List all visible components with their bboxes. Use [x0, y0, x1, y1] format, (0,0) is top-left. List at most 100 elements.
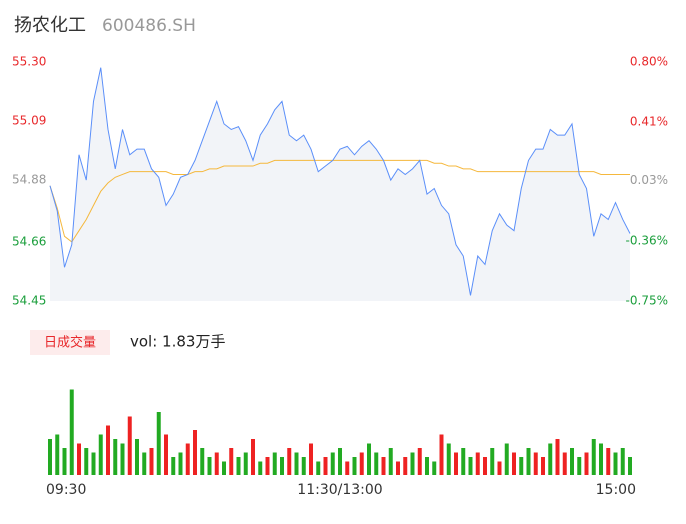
- volume-bar: [156, 412, 161, 475]
- volume-bar: [541, 457, 545, 475]
- y2-tick-label: -0.75%: [626, 294, 668, 308]
- y-tick-label: 55.30: [12, 55, 46, 69]
- volume-bar: [606, 448, 611, 475]
- volume-bar: [309, 443, 313, 475]
- volume-bar: [323, 457, 328, 475]
- volume-bar: [287, 448, 292, 475]
- volume-bar: [439, 434, 444, 475]
- volume-bar: [410, 452, 415, 475]
- volume-bar: [483, 457, 487, 475]
- volume-bar: [236, 457, 241, 475]
- price-line: [49, 67, 631, 296]
- volume-bar: [425, 457, 429, 475]
- volume-bar: [69, 389, 74, 475]
- volume-bar: [519, 457, 524, 475]
- y-tick-label: 54.45: [12, 294, 46, 308]
- volume-tab[interactable]: [30, 330, 110, 355]
- volume-bar: [171, 457, 176, 475]
- volume-bar: [243, 452, 248, 475]
- y2-tick-label: -0.36%: [626, 233, 668, 247]
- volume-bar: [316, 461, 321, 475]
- volume-bar: [497, 461, 502, 475]
- volume-bar: [446, 443, 451, 475]
- y2-tick-label: 0.80%: [630, 55, 668, 69]
- volume-bar: [570, 448, 574, 475]
- volume-bar: [265, 457, 270, 475]
- volume-bar: [280, 457, 284, 475]
- volume-bar: [301, 457, 306, 475]
- volume-bar: [628, 457, 632, 475]
- y-tick-label: 55.09: [12, 114, 46, 128]
- volume-bar: [149, 448, 154, 475]
- volume-bar: [468, 457, 473, 475]
- volume-bar: [533, 452, 538, 475]
- volume-bar: [548, 443, 553, 475]
- volume-bar: [367, 443, 371, 475]
- volume-bar: [577, 457, 582, 475]
- volume-bar: [432, 461, 437, 475]
- volume-bar: [396, 461, 400, 475]
- volume-bar: [77, 443, 81, 475]
- volume-bar: [475, 452, 480, 475]
- volume-bar: [294, 452, 299, 475]
- volume-bar: [388, 448, 393, 475]
- volume-bar: [62, 448, 67, 475]
- volume-bar: [584, 452, 589, 475]
- volume-bar: [48, 439, 52, 475]
- volume-bar: [504, 443, 509, 475]
- volume-bar: [359, 452, 364, 475]
- volume-bar: [345, 461, 350, 475]
- volume-bar: [185, 443, 190, 475]
- volume-bar: [330, 452, 335, 475]
- volume-bar: [352, 457, 357, 475]
- y2-tick-label: 0.41%: [630, 115, 668, 129]
- volume-bar: [381, 457, 386, 475]
- volume-bar: [178, 452, 183, 475]
- volume-bar: [555, 439, 560, 475]
- y-tick-label: 54.88: [12, 173, 46, 187]
- x-tick-label: 11:30/13:00: [297, 482, 382, 498]
- volume-bar: [207, 457, 212, 475]
- volume-bar: [526, 448, 531, 475]
- volume-bar: [272, 452, 277, 475]
- volume-bar: [214, 452, 219, 475]
- volume-bar: [591, 439, 596, 475]
- volume-bar: [164, 434, 168, 475]
- volume-bar: [512, 452, 516, 475]
- stock-code: 600486.SH: [102, 16, 196, 36]
- volume-bar: [374, 452, 379, 475]
- volume-bar: [193, 430, 197, 475]
- volume-bar: [613, 452, 618, 475]
- volume-bar: [620, 448, 625, 475]
- volume-bar: [142, 452, 147, 475]
- volume-bar: [338, 448, 342, 475]
- x-tick-label: 15:00: [596, 482, 636, 498]
- volume-bar: [258, 461, 263, 475]
- volume-bar: [251, 439, 255, 475]
- average-line: [49, 159, 630, 243]
- volume-bar: [113, 439, 118, 475]
- stock-name: 扬农化工: [14, 15, 86, 36]
- x-tick-label: 09:30: [46, 482, 86, 498]
- volume-bar: [98, 434, 103, 475]
- volume-tab-label[interactable]: 日成交量: [44, 335, 96, 351]
- volume-bar: [562, 452, 567, 475]
- volume-bar: [229, 448, 234, 475]
- volume-bar: [490, 448, 495, 475]
- volume-bar: [106, 425, 110, 475]
- volume-bar: [417, 448, 422, 475]
- volume-bar: [127, 416, 132, 475]
- volume-summary: vol: 1.83万手: [130, 333, 225, 351]
- volume-bar: [55, 434, 60, 475]
- volume-bar: [120, 443, 125, 475]
- volume-bar: [599, 443, 603, 475]
- volume-bar: [461, 448, 466, 475]
- volume-bar: [454, 452, 458, 475]
- volume-bar: [200, 448, 205, 475]
- y-tick-label: 54.66: [12, 234, 46, 248]
- volume-bar: [403, 457, 408, 475]
- y2-tick-label: 0.03%: [630, 173, 668, 187]
- volume-bar: [84, 448, 89, 475]
- volume-bar: [91, 452, 96, 475]
